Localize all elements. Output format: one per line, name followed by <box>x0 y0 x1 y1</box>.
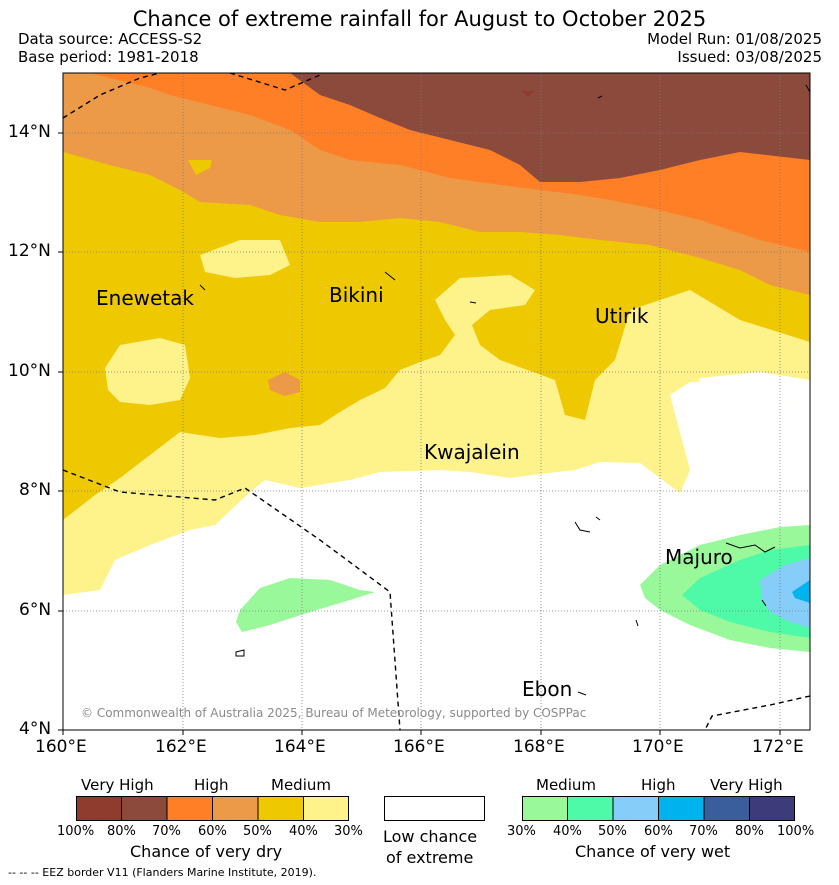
wet-tick-30: 30% <box>507 824 536 839</box>
dry-tick-60: 60% <box>198 824 227 839</box>
dry-very-high-label: Very High <box>81 776 154 794</box>
wet-high-label: High <box>641 776 676 794</box>
wet-tick-70: 70% <box>689 824 718 839</box>
lon-label-162e: 162°E <box>155 737 207 757</box>
lon-label-164e: 164°E <box>274 737 326 757</box>
eez-borders <box>63 73 810 730</box>
wet-60-zone <box>792 580 810 603</box>
wet-tick-60: 60% <box>644 824 673 839</box>
base-period: Base period: 1981-2018 <box>18 48 199 66</box>
lat-label-6n: 6°N <box>19 600 52 620</box>
wet-tick-100: 100% <box>777 824 815 839</box>
dry-30-patch-upper <box>200 240 290 278</box>
dry-tick-30: 30% <box>334 824 363 839</box>
map-title: Chance of extreme rainfall for August to… <box>132 7 707 31</box>
lon-label-172e: 172°E <box>752 737 804 757</box>
dry-tick-40: 40% <box>289 824 318 839</box>
eez-border-note: -- -- -- EEZ border V11 (Flanders Marine… <box>8 866 317 879</box>
low-chance-label-line1: Low chance <box>383 827 478 846</box>
dry-30-patch <box>105 338 190 405</box>
wet-tick-50: 50% <box>598 824 627 839</box>
lon-label-168e: 168°E <box>513 737 565 757</box>
wet-swatch-3 <box>613 796 659 821</box>
lon-label-166e: 166°E <box>393 737 445 757</box>
low-chance-hole <box>690 372 810 480</box>
wet-colorbar <box>522 796 795 821</box>
wet-tick-40: 40% <box>553 824 582 839</box>
data-source: Data source: ACCESS-S2 <box>18 30 203 48</box>
dry-swatch-1 <box>76 796 122 821</box>
place-label-enewetak: Enewetak <box>96 286 194 310</box>
wet-very-high-label: Very High <box>710 776 783 794</box>
wet-swatch-4 <box>658 796 704 821</box>
place-label-majuro: Majuro <box>665 545 733 569</box>
dry-swatch-2 <box>121 796 167 821</box>
dry-colorbar <box>76 796 349 821</box>
wet-tick-80: 80% <box>735 824 764 839</box>
dry-medium-label: Medium <box>271 776 331 794</box>
probability-field <box>63 73 810 730</box>
dry-high-label: High <box>194 776 229 794</box>
dry-swatch-4 <box>212 796 258 821</box>
dry-tick-70: 70% <box>152 824 181 839</box>
place-label-ebon: Ebon <box>522 677 573 701</box>
dry-tick-80: 80% <box>107 824 136 839</box>
lon-label-160e: 160°E <box>35 737 87 757</box>
dry-40-bump <box>188 160 212 175</box>
dry-70-zone <box>290 73 810 182</box>
place-label-kwajalein: Kwajalein <box>424 440 520 464</box>
wet-30-patch <box>236 578 375 632</box>
dry-tick-100: 100% <box>57 824 95 839</box>
copyright-notice: © Commonwealth of Australia 2025, Bureau… <box>81 706 587 720</box>
dry-caption: Chance of very dry <box>130 842 283 861</box>
dry-tick-50: 50% <box>243 824 272 839</box>
axis-ticks <box>58 132 781 735</box>
low-chance-label-line2: of extreme <box>386 848 474 867</box>
lat-label-12n: 12°N <box>8 241 51 261</box>
island-outlines <box>199 84 811 696</box>
issued-date: Issued: 03/08/2025 <box>677 48 822 66</box>
map-frame <box>62 72 811 731</box>
dry-50-patch <box>268 372 300 396</box>
wet-swatch-1 <box>522 796 568 821</box>
dry-swatch-5 <box>258 796 304 821</box>
low-chance-swatch <box>384 796 485 821</box>
wet-medium-label: Medium <box>536 776 596 794</box>
lon-label-170e: 170°E <box>632 737 684 757</box>
model-run: Model Run: 01/08/2025 <box>647 30 822 48</box>
wet-swatch-2 <box>567 796 613 821</box>
place-label-utirik: Utirik <box>595 304 649 328</box>
lat-label-10n: 10°N <box>8 361 51 381</box>
wet-50-zone <box>760 558 810 628</box>
dry-swatch-3 <box>167 796 213 821</box>
lat-label-8n: 8°N <box>19 480 52 500</box>
wet-caption: Chance of very wet <box>575 842 731 861</box>
dry-swatch-6 <box>303 796 349 821</box>
wet-swatch-6 <box>749 796 795 821</box>
wet-swatch-5 <box>704 796 750 821</box>
place-label-bikini: Bikini <box>329 283 384 307</box>
dry-70-speck <box>522 91 534 97</box>
lat-label-14n: 14°N <box>8 122 51 142</box>
lat-label-4n: 4°N <box>19 719 52 739</box>
